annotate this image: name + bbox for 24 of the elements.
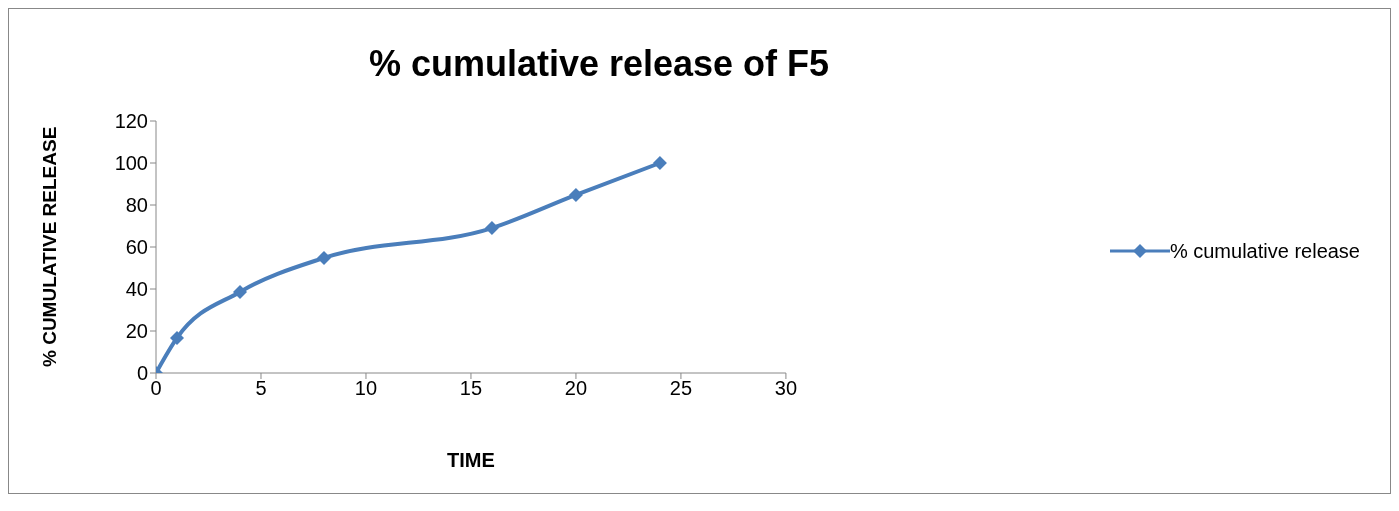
y-tick-label: 0 (136, 362, 148, 385)
y-tick-label: 80 (125, 194, 148, 217)
point (568, 187, 583, 202)
point (316, 250, 331, 265)
point (170, 330, 184, 345)
x-axis-title: TIME (447, 449, 495, 472)
y-axis-title: % CUMULATIVE RELEASE (38, 126, 60, 367)
point (232, 284, 247, 299)
y-tick-label: 60 (125, 236, 148, 259)
y-tick-label: 120 (114, 110, 148, 133)
x-tick-label: 0 (150, 377, 162, 400)
x-tick-label: 30 (774, 377, 798, 400)
point (484, 221, 499, 236)
x-tick-label: 5 (255, 377, 267, 400)
legend-label: % cumulative release (1169, 239, 1360, 263)
x-tick-label: 20 (564, 377, 588, 400)
y-tick-label: 40 (125, 278, 148, 301)
y-tick-label: 100 (114, 152, 148, 175)
x-tick-label: 10 (354, 377, 378, 400)
chart-title: % cumulative release of F5 (367, 43, 831, 85)
x-tick-label: 15 (459, 377, 483, 400)
x-tick-label: 25 (669, 377, 693, 400)
point (652, 156, 667, 170)
y-tick-label: 20 (125, 320, 148, 343)
